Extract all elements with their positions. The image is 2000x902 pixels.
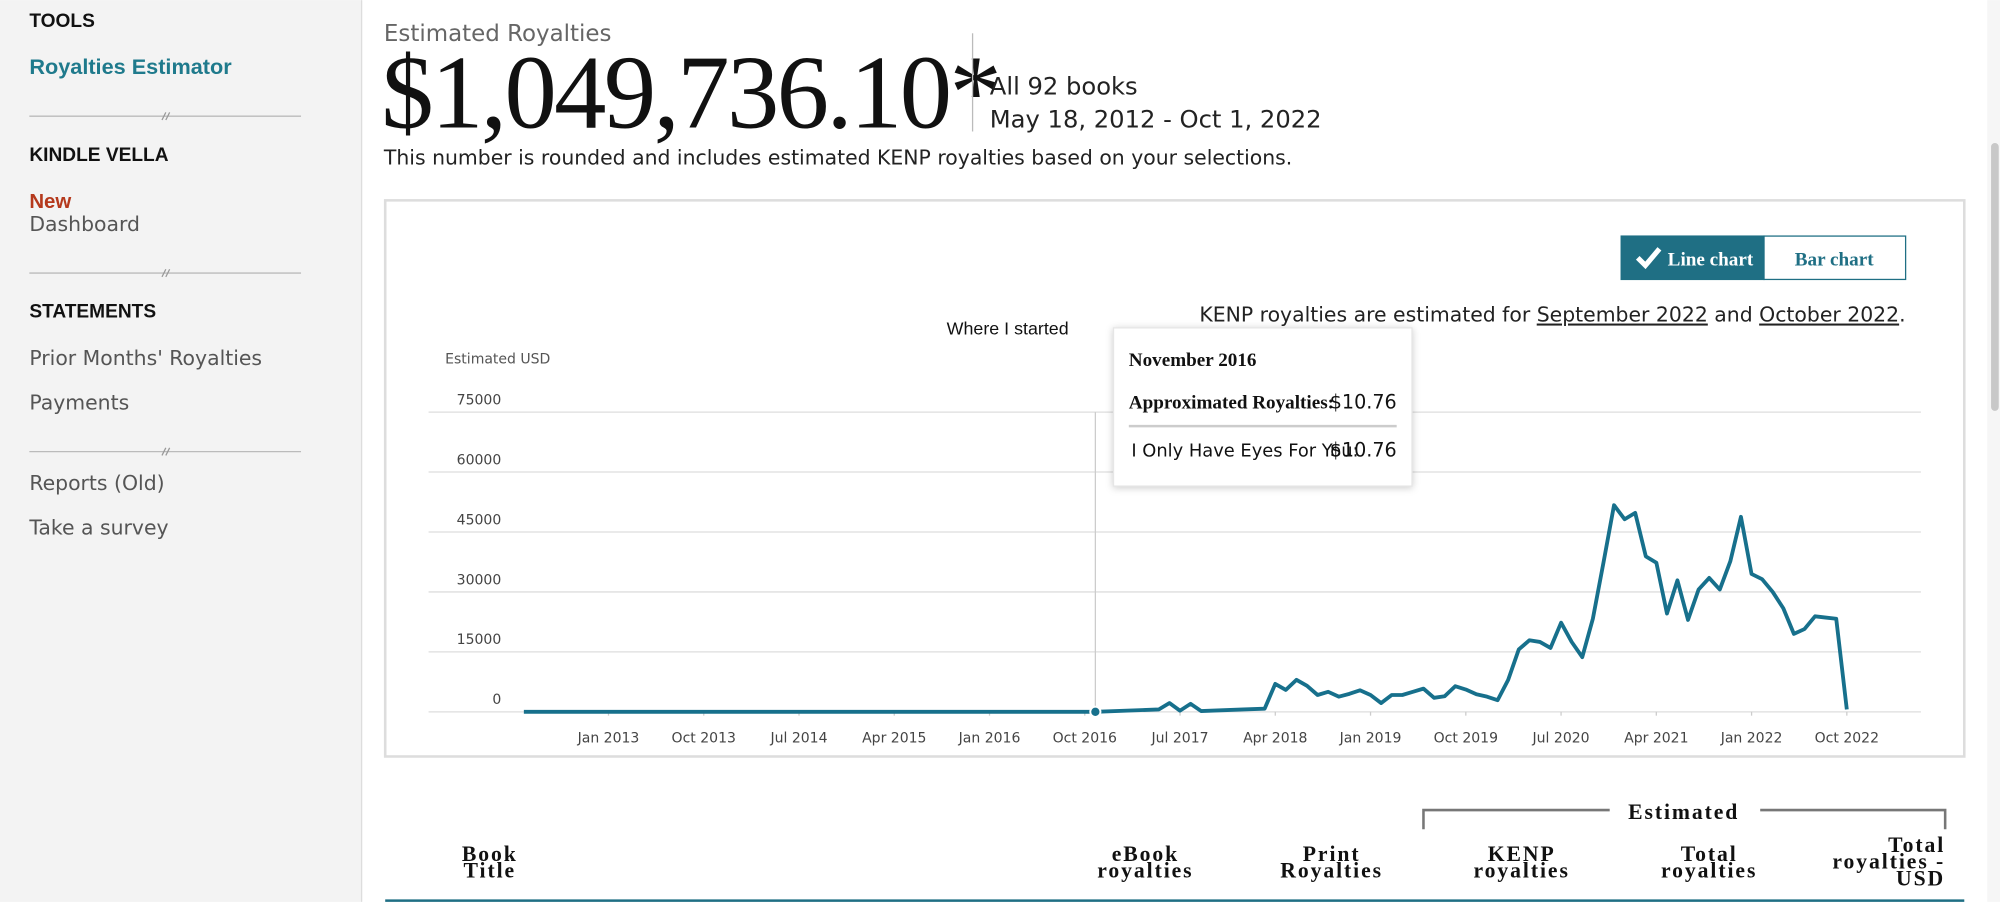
bar-chart-label[interactable]: Bar chart	[1795, 249, 1874, 270]
summary-note: This number is rounded and includes esti…	[383, 146, 1292, 170]
y-tick-label: 0	[492, 692, 501, 708]
column-header: USD	[1896, 866, 1945, 890]
tooltip-value: $10.76	[1330, 439, 1397, 462]
badge: New	[29, 191, 71, 213]
nav-link[interactable]: Payments	[29, 391, 129, 415]
line-chart-label[interactable]: Line chart	[1668, 249, 1754, 270]
x-tick-label: Oct 2013	[672, 730, 736, 746]
kenp-text: and	[1708, 303, 1759, 327]
section-heading: KINDLE VELLA	[29, 145, 168, 166]
scrollbar-thumb	[1991, 142, 1999, 411]
kenp-text: KENP royalties are estimated for	[1199, 303, 1536, 327]
tooltip-title: November 2016	[1129, 350, 1257, 371]
x-tick-label: Apr 2015	[862, 730, 926, 746]
column-header: royalties	[1661, 859, 1757, 883]
divider-mark	[161, 268, 171, 278]
x-tick-label: Oct 2016	[1053, 730, 1117, 746]
x-tick-label: Jul 2014	[769, 730, 827, 746]
column-header: Book	[462, 842, 518, 866]
column-header: royalties	[1097, 859, 1193, 883]
kenp-link[interactable]: October 2022	[1759, 303, 1899, 327]
tooltip-label: Approximated Royalties:	[1129, 392, 1334, 413]
summary-label: Estimated Royalties	[384, 21, 612, 47]
kenp-note: KENP royalties are estimated for Septemb…	[1199, 303, 1905, 327]
section-heading: STATEMENTS	[29, 302, 156, 323]
check-icon	[1635, 247, 1662, 270]
estimated-bracket	[1422, 808, 1947, 830]
nav-link[interactable]: Reports (Old)	[29, 471, 164, 495]
y-tick-label: 30000	[457, 572, 502, 588]
x-tick-label: Jan 2013	[577, 730, 640, 746]
kenp-link[interactable]: September 2022	[1537, 303, 1708, 327]
column-header: royalties	[1474, 859, 1570, 883]
tooltip: November 2016 Approximated Royalties: $1…	[1112, 327, 1413, 487]
kenp-text: .	[1899, 303, 1905, 327]
y-tick-label: 60000	[457, 452, 502, 468]
bar-chart-button[interactable]	[1763, 235, 1907, 281]
nav-link[interactable]: Dashboard	[29, 212, 140, 236]
column-header: Print	[1303, 842, 1361, 866]
nav-link[interactable]: Take a survey	[28, 516, 168, 540]
section-heading: TOOLS	[29, 11, 95, 32]
y-tick-label: 15000	[457, 632, 502, 648]
column-header: Royalties	[1280, 859, 1383, 883]
x-tick-label: Apr 2021	[1624, 730, 1688, 746]
nav-link[interactable]: Prior Months' Royalties	[29, 346, 262, 370]
column-header: Total	[1681, 842, 1738, 866]
tooltip-value: $10.76	[1330, 390, 1397, 413]
line-series	[523, 503, 1849, 714]
annotation: Where I started	[947, 318, 1069, 338]
x-tick-label: Jul 2017	[1151, 730, 1209, 746]
date-range: May 18, 2012 - Oct 1, 2022	[990, 106, 1322, 134]
column-header: royalties -	[1832, 850, 1945, 874]
tooltip-box	[1112, 327, 1413, 487]
y-tick-label: 45000	[457, 512, 502, 528]
x-tick-label: Apr 2018	[1243, 730, 1307, 746]
tooltip-label: I Only Have Eyes For You:	[1131, 441, 1358, 462]
x-tick-label: Jan 2019	[1339, 730, 1402, 746]
y-axis-label: Estimated USD	[445, 352, 550, 368]
table-header: BookTitleeBookroyaltiesPrintRoyaltiesKEN…	[462, 833, 1945, 890]
scrollbar	[1987, 0, 2000, 902]
hover-dot	[1089, 705, 1102, 718]
x-tick-label: Jan 2016	[958, 730, 1021, 746]
books: All 92 books	[990, 72, 1138, 100]
estimated-header: Estimated	[1628, 800, 1739, 824]
sidebar-nav: TOOLS Royalties Estimator KINDLE VELLA NewD…	[28, 11, 302, 540]
x-tick-label: Jul 2020	[1532, 730, 1590, 746]
y-tick-label: 75000	[457, 392, 502, 408]
column-header: KENP	[1488, 842, 1556, 866]
column-header: eBook	[1112, 842, 1179, 866]
divider-mark	[161, 112, 171, 121]
column-header: Total	[1888, 833, 1945, 857]
nav-link[interactable]: Royalties Estimator	[29, 54, 232, 79]
x-tick-label: Jan 2022	[1720, 730, 1783, 746]
column-header: Title	[464, 859, 517, 883]
x-tick-label: Oct 2022	[1815, 730, 1879, 746]
divider-mark	[161, 447, 171, 456]
royalty-amount: $1,049,736.10*	[381, 35, 999, 151]
x-tick-label: Oct 2019	[1434, 730, 1498, 746]
